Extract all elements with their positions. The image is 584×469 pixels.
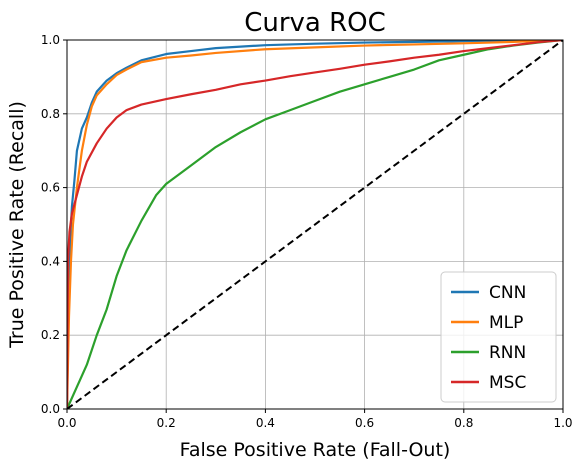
series-line-rnn	[67, 40, 563, 409]
series-line-msc	[67, 40, 563, 409]
chart-title: Curva ROC	[244, 8, 386, 38]
y-tick-label: 0.8	[41, 107, 60, 121]
x-tick-label: 0.0	[57, 416, 76, 430]
x-tick-label: 0.6	[355, 416, 374, 430]
reference-diagonal-line	[67, 40, 563, 409]
y-tick-label: 0.0	[41, 402, 60, 416]
y-tick-label: 1.0	[41, 33, 60, 47]
axis-ticks: 0.0 0.2 0.4 0.6 0.8 1.0 0.0 0.2 0.4 0.6 0.8 1.0	[41, 33, 573, 430]
x-axis-title: False Positive Rate (Fall-Out)	[180, 439, 451, 461]
y-axis-title: True Positive Rate (Recall)	[6, 101, 28, 349]
legend-label-rnn: RNN	[489, 343, 526, 363]
x-tick-label: 0.4	[256, 416, 275, 430]
x-tick-label: 1.0	[553, 416, 572, 430]
legend-label-msc: MSC	[489, 373, 526, 393]
legend-label-mlp: MLP	[489, 313, 523, 333]
series-line-cnn	[67, 40, 563, 409]
plot-frame	[66, 39, 564, 410]
legend-label-cnn: CNN	[489, 283, 526, 303]
series-lines	[67, 40, 563, 409]
y-tick-label: 0.4	[41, 254, 60, 268]
y-tick-label: 0.2	[41, 328, 60, 342]
y-tick-label: 0.6	[41, 181, 60, 195]
x-tick-label: 0.2	[157, 416, 176, 430]
x-tick-label: 0.8	[454, 416, 473, 430]
legend: CNN MLP RNN MSC	[440, 271, 557, 403]
legend-box	[440, 271, 557, 403]
